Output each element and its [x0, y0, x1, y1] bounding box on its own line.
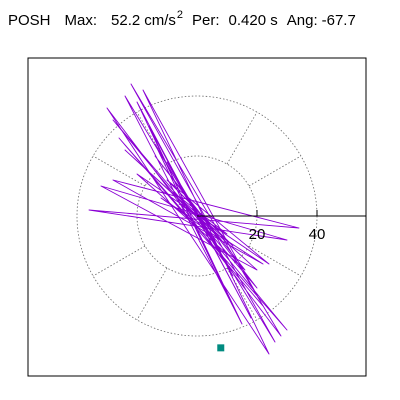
polar-spoke-300 [226, 267, 258, 321]
x-tick-label-20: 20 [249, 226, 266, 243]
chart-header: POSH Max: 52.2 cm/s 2 Per: 0.420 s Ang: … [8, 9, 356, 34]
polar-spoke-120 [136, 111, 168, 165]
max-unit: cm/s [144, 12, 176, 29]
polar-spoke-210 [92, 245, 146, 277]
x-tick-label-40: 40 [309, 226, 326, 243]
period-label: Per: [192, 12, 220, 29]
orbit-trace-2 [88, 149, 300, 271]
plot-frame [27, 57, 367, 377]
orbit-traces [88, 83, 300, 355]
period-value: 0.420 s [228, 12, 278, 29]
polar-spoke-150 [92, 155, 146, 187]
polar-spoke-240 [136, 267, 168, 321]
orbit-trace-1 [106, 83, 288, 355]
max-value: 52.2 [111, 12, 141, 29]
polar-spoke-30 [248, 155, 302, 187]
polar-spoke-60 [226, 111, 258, 165]
axes: 20 40 [197, 210, 366, 243]
peak-marker [217, 344, 225, 352]
max-label: Max: [64, 12, 98, 29]
peak-marker-layer [217, 344, 225, 352]
max-unit-superscript: 2 [176, 9, 184, 21]
station-code: POSH [8, 12, 51, 29]
angle-label: Ang: [286, 12, 318, 29]
angle-value: -67.7 [321, 12, 356, 29]
polar-spoke-330 [248, 245, 302, 277]
